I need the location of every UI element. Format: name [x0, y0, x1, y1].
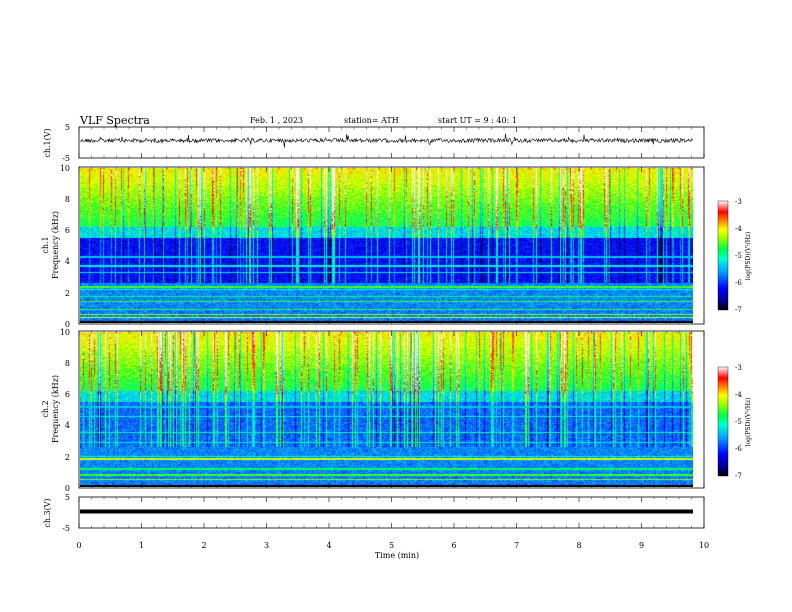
start-time-label: start UT = 9 : 40: 1 [438, 116, 517, 125]
xaxis-tick-label: 1 [139, 541, 144, 550]
ch2-colorbar [717, 366, 729, 477]
ch2-ytick-4: 4 [65, 421, 70, 430]
ch1-ytick-bottom: -5 [62, 154, 70, 163]
ch2-ylabel-frequency: Frequency (kHz) [51, 375, 60, 443]
ch3-waveform-panel: 5 -5 ch.3(V) [43, 493, 705, 533]
xaxis-tick-label: 0 [76, 541, 81, 550]
ch2-cbar-tick-m5: -5 [735, 418, 742, 426]
xaxis-tick-label: 3 [264, 541, 269, 550]
ch2-ytick-0: 0 [65, 484, 70, 493]
ch1-ytick-10: 10 [60, 164, 70, 173]
ch2-ytick-6: 6 [65, 390, 70, 399]
ch1-cbar-label: log(PSD)(V²/Hz) [745, 232, 752, 281]
ch2-ytick-10: 10 [60, 328, 70, 337]
ch1-cbar-tick-m7: -7 [735, 306, 742, 314]
date-label: Feb. 1 , 2023 [250, 116, 303, 125]
ch1-ytick-top: 5 [65, 123, 70, 132]
ch2-cbar-tick-m7: -7 [735, 472, 742, 480]
ch1-colorbar [717, 200, 729, 311]
ch1-cbar-tick-m3: -3 [735, 198, 742, 206]
ch1-cbar-tick-m4: -4 [735, 225, 742, 233]
ch1-waveform-line [79, 133, 693, 148]
ch2-cbar-tick-m4: -4 [735, 391, 742, 399]
xaxis-tick-label: 4 [326, 541, 331, 550]
xaxis-tick-label: 10 [699, 541, 709, 550]
ch1-ytick-4: 4 [65, 257, 70, 266]
xaxis-tick-label: 7 [514, 541, 519, 550]
ch2-ytick-8: 8 [65, 359, 70, 368]
ch1-ylabel: ch.1(V) [43, 128, 52, 157]
ch1-waveform-panel: 5 -5 ch.1(V) [43, 123, 705, 163]
ch1-ytick-6: 6 [65, 226, 70, 235]
ch1-spectrogram-panel: 10 8 6 4 2 0 ch.1 Frequency (kHz) -3 -4 … [41, 164, 752, 329]
xaxis-tick-label: 9 [639, 541, 644, 550]
figure-title: VLF Spectra [79, 114, 150, 127]
ch1-ytick-8: 8 [65, 195, 70, 204]
ch1-ytick-2: 2 [65, 289, 70, 298]
ch1-cbar-tick-m5: -5 [735, 252, 742, 260]
ch1-cbar-tick-m6: -6 [735, 279, 742, 287]
ch2-ytick-2: 2 [65, 453, 70, 462]
xaxis-tick-label: 5 [389, 541, 394, 550]
ch2-cbar-label: log(PSD)(V²/Hz) [745, 398, 752, 447]
ch1-ylabel-frequency: Frequency (kHz) [51, 211, 60, 279]
time-axis: 0 1 2 3 4 5 6 7 8 9 10 [76, 127, 709, 550]
xaxis-tick-label: 8 [576, 541, 581, 550]
xaxis-tick-label: 6 [451, 541, 456, 550]
ch1-waveform-frame [78, 126, 705, 159]
ch1-spectrogram-image [80, 168, 693, 323]
xaxis-label: Time (min) [375, 551, 419, 560]
xaxis-tick-label: 2 [201, 541, 206, 550]
ch3-ytick-top: 5 [65, 493, 70, 502]
ch2-spectrogram-image [80, 332, 693, 487]
ch2-spectrogram-panel: 10 8 6 4 2 0 ch.2 Frequency (kHz) -3 -4 … [41, 328, 752, 493]
ch3-ytick-bottom: -5 [62, 524, 70, 533]
ch3-ylabel: ch.3(V) [43, 498, 52, 527]
station-label: station= ATH [344, 116, 399, 125]
ch2-ylabel-channel: ch.2 [41, 400, 50, 417]
ch2-cbar-tick-m6: -6 [735, 445, 742, 453]
ch1-ylabel-channel: ch.1 [41, 236, 50, 253]
ch1-ytick-0: 0 [65, 320, 70, 329]
ch2-cbar-tick-m3: -3 [735, 364, 742, 372]
